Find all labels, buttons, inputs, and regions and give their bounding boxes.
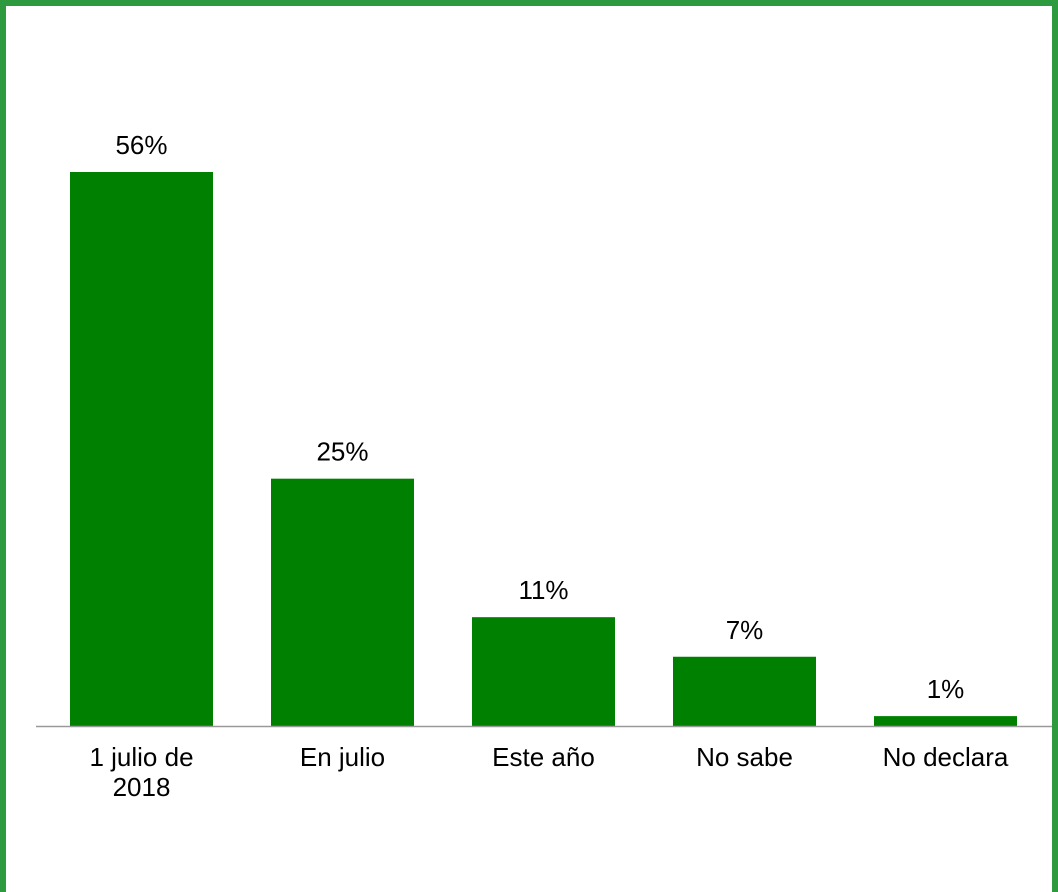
bar-chart: 56% 25% 11% 7% 1% 1 julio de 2018 En julio Este… bbox=[36, 130, 1052, 802]
tick-label-3: No sabe bbox=[696, 742, 793, 772]
tick-label-0: 1 julio de 2018 bbox=[89, 742, 193, 802]
bar-0 bbox=[70, 172, 213, 726]
data-label-4: 1% bbox=[927, 674, 965, 704]
bar-1 bbox=[271, 478, 414, 726]
bar-4 bbox=[874, 716, 1017, 726]
data-label-1: 25% bbox=[316, 437, 368, 467]
bar-3 bbox=[673, 656, 816, 726]
tick-label-line: No declara bbox=[883, 742, 1009, 772]
data-label-0: 56% bbox=[115, 130, 167, 160]
tick-label-line: 2018 bbox=[113, 772, 171, 802]
tick-labels-group: 1 julio de 2018 En julio Este año No sabe No … bbox=[89, 742, 1008, 802]
tick-label-4: No declara bbox=[883, 742, 1009, 772]
data-label-3: 7% bbox=[726, 615, 764, 645]
tick-label-1: En julio bbox=[300, 742, 385, 772]
data-label-2: 11% bbox=[518, 575, 568, 605]
tick-label-line: Este año bbox=[492, 742, 595, 772]
tick-label-line: En julio bbox=[300, 742, 385, 772]
tick-label-line: 1 julio de bbox=[89, 742, 193, 772]
bars-group bbox=[70, 172, 1017, 726]
data-labels-group: 56% 25% 11% 7% 1% bbox=[115, 130, 964, 704]
bar-2 bbox=[472, 617, 615, 726]
tick-label-2: Este año bbox=[492, 742, 595, 772]
tick-label-line: No sabe bbox=[696, 742, 793, 772]
